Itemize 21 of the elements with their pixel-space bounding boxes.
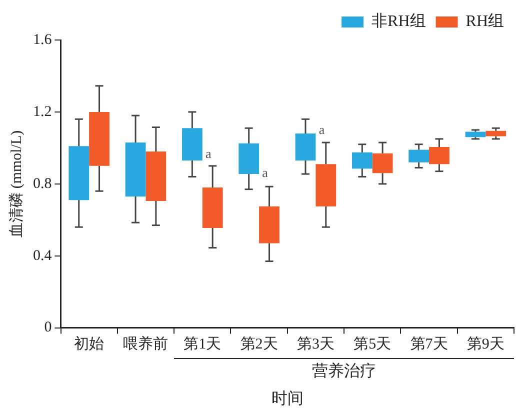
x-tick-label: 第3天: [296, 336, 334, 353]
legend-label: 非RH组: [372, 12, 426, 30]
annotation: a: [262, 164, 268, 180]
text: 营养治疗: [312, 362, 376, 380]
y-axis-title: 血清磷 (mmol/L): [8, 130, 25, 238]
x-tick-label: 喂养前: [123, 336, 168, 353]
annotation: a: [206, 146, 212, 162]
x-tick-label: 初始: [74, 336, 104, 353]
y-tick-label: 0: [44, 320, 52, 336]
annotation: a: [318, 122, 325, 137]
y-tick-label: 1.6: [33, 32, 52, 48]
x-axis-title: 时间: [271, 390, 304, 408]
y-tick-label: 0.4: [33, 248, 52, 264]
legend-label: RH组: [466, 13, 504, 30]
y-tick-label: 0.8: [33, 176, 52, 192]
x-tick-label: 第1天: [184, 336, 222, 353]
x-tick-label: 第2天: [240, 336, 278, 353]
x-tick-label: 第9天: [466, 336, 504, 353]
x-tick-label: 第7天: [410, 336, 448, 353]
x-tick-label: 第5天: [354, 336, 392, 353]
y-tick-label: 1.2: [33, 104, 52, 120]
